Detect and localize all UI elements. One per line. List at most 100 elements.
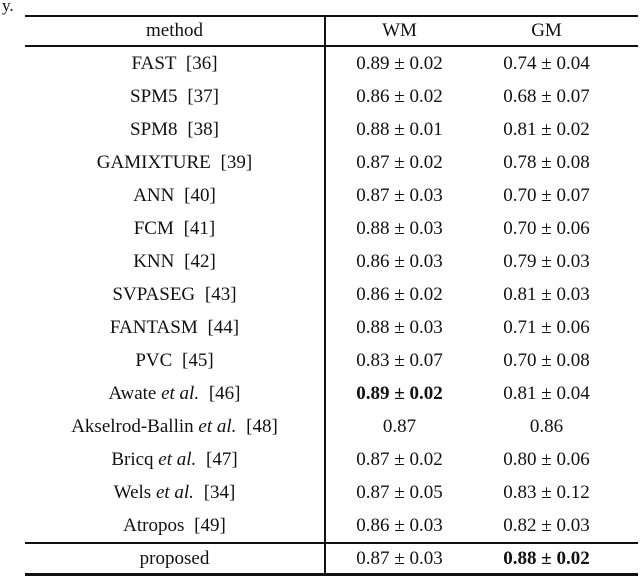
method-cell: Atropos [49] (25, 509, 326, 543)
table-row: Bricq et al. [47] 0.87 ± 0.02 0.80 ± 0.0… (25, 443, 638, 476)
method-etal: et al. (158, 448, 197, 470)
gm-value: 0.71 ± 0.06 (503, 316, 590, 338)
table-row: PVC [45] 0.83 ± 0.07 0.70 ± 0.08 (25, 344, 638, 377)
method-name: FANTASM (109, 316, 198, 338)
method-citation: [39] (220, 151, 253, 173)
method-citation: [43] (204, 283, 237, 305)
method-citation: [41] (183, 217, 216, 239)
table-row: SPM8 [38] 0.88 ± 0.01 0.81 ± 0.02 (25, 113, 638, 146)
method-cell: FCM [41] (25, 212, 326, 245)
method-cell: SPM5 [37] (25, 80, 326, 113)
gm-value: 0.79 ± 0.03 (503, 250, 590, 272)
wm-value: 0.88 ± 0.03 (356, 316, 443, 338)
method-name: Akselrod-Ballin (71, 415, 194, 437)
table-row: Awate et al. [46] 0.89 ± 0.02 0.81 ± 0.0… (25, 377, 638, 410)
method-citation: [46] (208, 382, 241, 404)
wm-value: 0.87 ± 0.02 (356, 151, 443, 173)
wm-value: 0.87 ± 0.03 (356, 184, 443, 206)
gm-value: 0.70 ± 0.08 (503, 349, 590, 371)
gm-value: 0.70 ± 0.06 (503, 217, 590, 239)
method-name: FCM (133, 217, 174, 239)
wm-value: 0.89 ± 0.02 (356, 382, 443, 404)
gm-value: 0.80 ± 0.06 (503, 448, 590, 470)
method-etal: et al. (161, 382, 200, 404)
method-cell: SPM8 [38] (25, 113, 326, 146)
method-etal: et al. (155, 481, 194, 503)
wm-value: 0.86 ± 0.03 (356, 514, 443, 536)
method-cell: PVC [45] (25, 344, 326, 377)
method-citation: [40] (184, 184, 216, 206)
method-citation: [45] (182, 349, 214, 371)
method-citation: [44] (207, 316, 240, 338)
method-cell: Awate et al. [46] (25, 377, 326, 410)
method-citation: [42] (184, 250, 216, 272)
table-body: FAST [36] 0.89 ± 0.02 0.74 ± 0.04 SPM5 [… (25, 46, 638, 543)
method-cell: Wels et al. [34] (25, 476, 326, 509)
method-name: PVC (135, 349, 173, 371)
header-method: method (25, 16, 326, 47)
method-cell: SVPASEG [43] (25, 278, 326, 311)
results-table: method WM GM FAST [36] 0.89 ± 0.02 0.74 … (25, 15, 638, 576)
table-row: Akselrod-Ballin et al. [48] 0.87 0.86 (25, 410, 638, 443)
wm-value: 0.86 ± 0.02 (356, 85, 443, 107)
gm-value: 0.74 ± 0.04 (503, 52, 590, 74)
gm-value: 0.82 ± 0.03 (503, 514, 590, 536)
method-cell: Bricq et al. [47] (25, 443, 326, 476)
wm-value: 0.87 ± 0.05 (356, 481, 443, 503)
method-cell: KNN [42] (25, 245, 326, 278)
table-row: Wels et al. [34] 0.87 ± 0.05 0.83 ± 0.12 (25, 476, 638, 509)
method-cell: FANTASM [44] (25, 311, 326, 344)
method-cell: FAST [36] (25, 46, 326, 80)
method-cell: GAMIXTURE [39] (25, 146, 326, 179)
method-name: Atropos (123, 514, 185, 536)
table-row: SVPASEG [43] 0.86 ± 0.02 0.81 ± 0.03 (25, 278, 638, 311)
footer-method-label: proposed (25, 542, 326, 575)
method-citation: [38] (187, 118, 219, 140)
header-gm: GM (473, 16, 638, 47)
wm-value: 0.89 ± 0.02 (356, 52, 443, 74)
method-citation: [47] (206, 448, 238, 470)
method-name: KNN (133, 250, 175, 272)
table-row: SPM5 [37] 0.86 ± 0.02 0.68 ± 0.07 (25, 80, 638, 113)
table-row: KNN [42] 0.86 ± 0.03 0.79 ± 0.03 (25, 245, 638, 278)
header-wm: WM (325, 16, 473, 47)
method-name: ANN (133, 184, 175, 206)
table-row: ANN [40] 0.87 ± 0.03 0.70 ± 0.07 (25, 179, 638, 212)
method-name: SVPASEG (112, 283, 196, 305)
method-name: FAST (131, 52, 177, 74)
gm-value: 0.81 ± 0.02 (503, 118, 590, 140)
method-citation: [34] (203, 481, 236, 503)
header-row: method WM GM (25, 16, 638, 47)
method-name: GAMIXTURE (96, 151, 211, 173)
gm-value: 0.81 ± 0.04 (503, 382, 590, 404)
table-row: FANTASM [44] 0.88 ± 0.03 0.71 ± 0.06 (25, 311, 638, 344)
method-name: Awate (108, 382, 157, 404)
method-citation: [49] (194, 514, 226, 536)
table-row: GAMIXTURE [39] 0.87 ± 0.02 0.78 ± 0.08 (25, 146, 638, 179)
gm-value: 0.70 ± 0.07 (503, 184, 590, 206)
method-name: Wels (113, 481, 152, 503)
method-etal: et al. (198, 415, 237, 437)
table-footer: proposed 0.87 ± 0.03 0.88 ± 0.02 (25, 542, 638, 575)
wm-value: 0.88 ± 0.03 (356, 217, 443, 239)
gm-value: 0.81 ± 0.03 (503, 283, 590, 305)
method-citation: [48] (246, 415, 278, 437)
footer-row: proposed 0.87 ± 0.03 0.88 ± 0.02 (25, 542, 638, 575)
gm-value: 0.78 ± 0.08 (503, 151, 590, 173)
wm-value: 0.88 ± 0.01 (356, 118, 443, 140)
gm-value: 0.86 (529, 415, 564, 437)
table-row: FCM [41] 0.88 ± 0.03 0.70 ± 0.06 (25, 212, 638, 245)
table-header: method WM GM (25, 16, 638, 47)
caption-fragment: y. (2, 0, 14, 15)
wm-value: 0.86 ± 0.02 (356, 283, 443, 305)
gm-value: 0.68 ± 0.07 (503, 85, 590, 107)
footer-wm-value: 0.87 ± 0.03 (325, 542, 473, 575)
table-row: Atropos [49] 0.86 ± 0.03 0.82 ± 0.03 (25, 509, 638, 543)
method-cell: Akselrod-Ballin et al. [48] (25, 410, 326, 443)
method-name: Bricq (111, 448, 154, 470)
wm-value: 0.87 (382, 415, 417, 437)
method-citation: [36] (185, 52, 218, 74)
method-citation: [37] (187, 85, 219, 107)
footer-gm-value: 0.88 ± 0.02 (473, 542, 638, 575)
